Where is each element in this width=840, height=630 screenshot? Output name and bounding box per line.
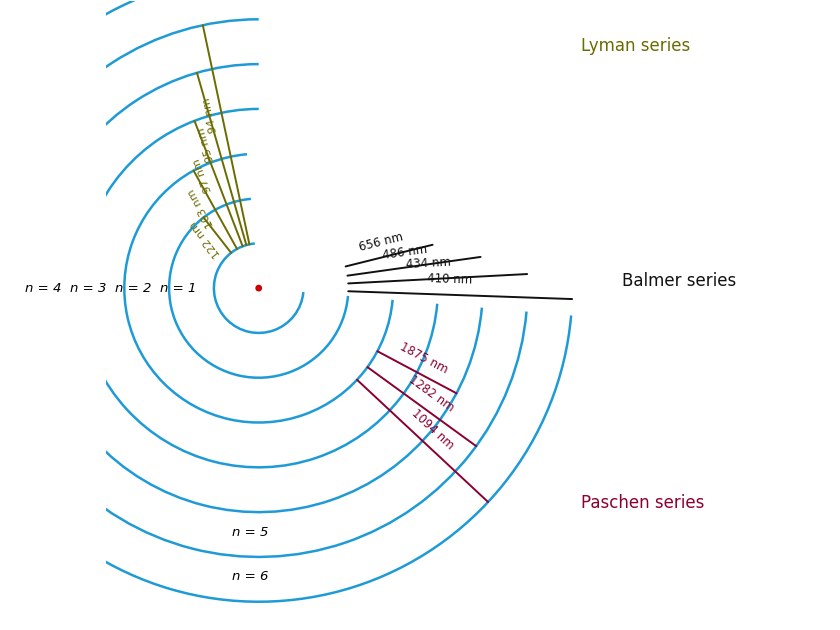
Text: n = 1: n = 1 [160, 282, 196, 295]
Text: 1094 nm: 1094 nm [409, 407, 457, 452]
Text: 1875 nm: 1875 nm [398, 341, 450, 377]
Circle shape [256, 285, 261, 291]
Text: 434 nm: 434 nm [405, 256, 451, 272]
Text: Lyman series: Lyman series [581, 37, 690, 55]
Text: 486 nm: 486 nm [382, 243, 428, 261]
Text: Balmer series: Balmer series [622, 272, 736, 290]
Text: 410 nm: 410 nm [427, 272, 472, 287]
Text: n = 3: n = 3 [70, 282, 107, 295]
Text: 97 nm: 97 nm [192, 157, 214, 193]
Text: n = 5: n = 5 [232, 525, 268, 539]
Text: 656 nm: 656 nm [358, 230, 405, 253]
Text: n = 2: n = 2 [115, 282, 151, 295]
Text: n = 6: n = 6 [232, 570, 268, 583]
Text: n = 4: n = 4 [25, 282, 61, 295]
Text: 94 nm: 94 nm [202, 96, 219, 134]
Text: 122 nm: 122 nm [189, 219, 223, 258]
Text: 95 nm: 95 nm [197, 126, 216, 163]
Text: 103 nm: 103 nm [186, 186, 216, 229]
Text: Paschen series: Paschen series [581, 494, 705, 512]
Text: 1282 nm: 1282 nm [406, 374, 456, 415]
